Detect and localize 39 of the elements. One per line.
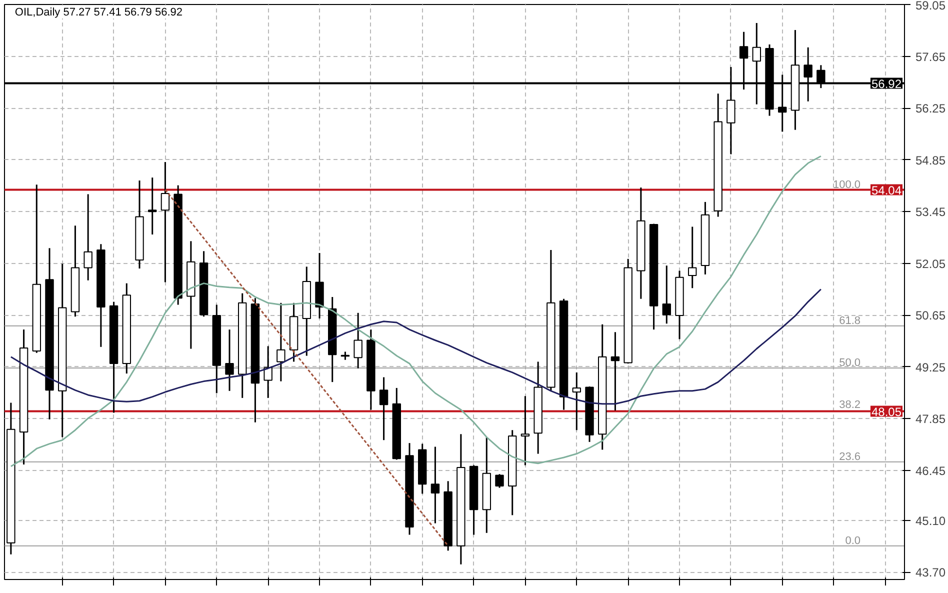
annotation: 100.0 [832,178,861,191]
y-tick-label: 46.45 [916,464,946,478]
candlestick [430,446,440,524]
candlestick [610,331,620,412]
y-tick-label: 52.05 [916,256,946,271]
line-series [10,155,822,468]
annotation: 23.6 [839,450,861,463]
y-tick-label: 45.10 [916,514,946,528]
candlestick [662,264,671,324]
candlestick [148,176,157,236]
annotation: 61.8 [839,314,861,327]
annotation: 50.0 [839,356,861,369]
candlestick [84,193,92,282]
chart-title: OIL,Daily 57.27 57.41 56.79 56.92 [14,6,183,18]
ref-line-label: 54.04 [871,183,902,198]
y-tick-label: 53.45 [916,205,946,220]
y-tick-label: 49.25 [916,360,946,374]
y-tick-label: 47.85 [916,412,946,426]
candlestick [520,395,530,466]
candlestick [160,161,170,283]
annotation: 0.0 [845,534,861,547]
line-series [10,288,822,405]
candlestick [688,226,697,289]
y-tick-label: 56.25 [916,102,946,116]
annotation: 38.2 [839,398,861,411]
candlestick [225,328,234,392]
ref-line-label: 48.05 [871,404,902,419]
candlestick [276,302,286,382]
y-tick-label: 54.85 [916,153,946,168]
y-tick-label: 57.65 [916,50,946,64]
candlestick [264,345,272,399]
candlestick [379,376,388,441]
y-tick-label: 59.05 [916,0,946,12]
candlestick [354,312,362,370]
candlestick [572,372,581,431]
ref-line-label: 56.92 [871,76,902,91]
y-tick-label: 43.70 [916,566,946,580]
candlestick [495,473,504,489]
y-tick-label: 50.65 [916,308,946,323]
